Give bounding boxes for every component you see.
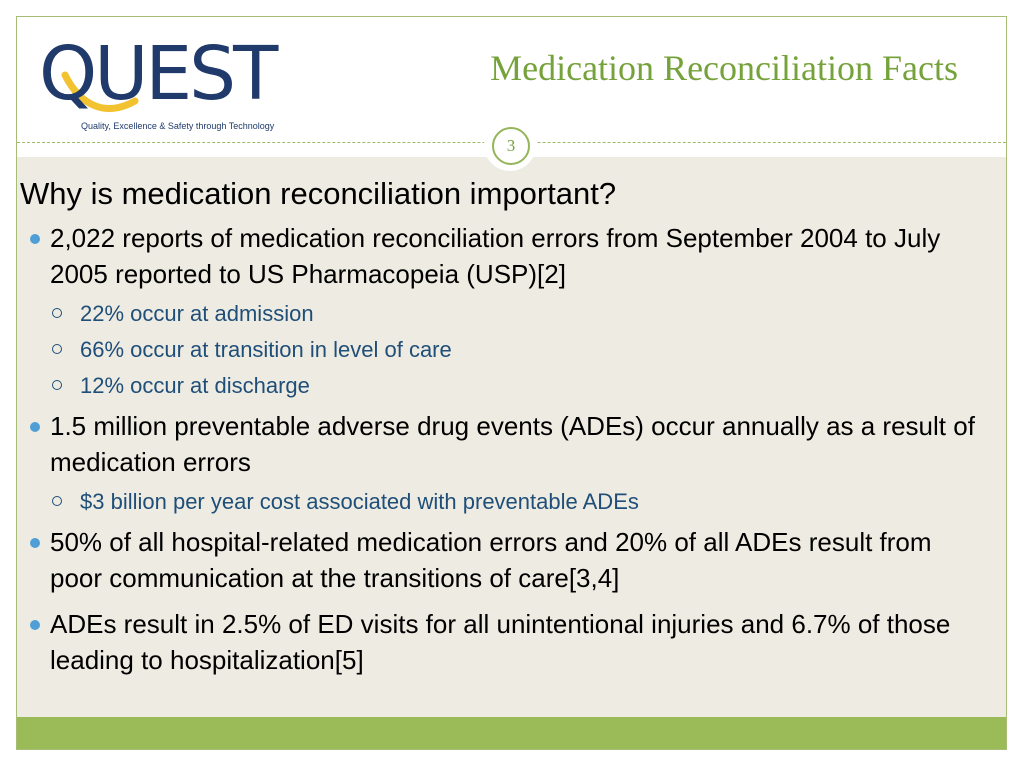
bullet-text: 1.5 million preventable adverse drug eve… bbox=[50, 411, 975, 477]
slide: QUEST Quality, Excellence & Safety throu… bbox=[16, 16, 1007, 750]
sub-bullet-text: 66% occur at transition in level of care bbox=[80, 337, 452, 362]
sub-bullet-item: 12% occur at discharge bbox=[20, 368, 980, 404]
sub-bullet-text: 22% occur at admission bbox=[80, 301, 314, 326]
bullet-text: ADEs result in 2.5% of ED visits for all… bbox=[50, 609, 951, 675]
hollow-circle-icon bbox=[52, 380, 62, 390]
bullet-dot-icon bbox=[30, 620, 40, 630]
slide-content: Why is medication reconciliation importa… bbox=[20, 168, 980, 682]
bullet-dot-icon bbox=[30, 422, 40, 432]
sub-bullet-item: $3 billion per year cost associated with… bbox=[20, 484, 980, 520]
sub-bullet-item: 22% occur at admission bbox=[20, 296, 980, 332]
hollow-circle-icon bbox=[52, 496, 62, 506]
bullet-dot-icon bbox=[30, 538, 40, 548]
logo-swoosh-icon bbox=[61, 71, 139, 112]
bullet-item: 2,022 reports of medication reconciliati… bbox=[20, 220, 980, 292]
bullet-item: 1.5 million preventable adverse drug eve… bbox=[20, 408, 980, 480]
content-background bbox=[17, 157, 1006, 717]
hollow-circle-icon bbox=[52, 308, 62, 318]
hollow-circle-icon bbox=[52, 344, 62, 354]
slide-title: Medication Reconciliation Facts bbox=[490, 48, 958, 88]
sub-bullet-text: $3 billion per year cost associated with… bbox=[80, 489, 639, 514]
logo-tagline: Quality, Excellence & Safety through Tec… bbox=[81, 121, 275, 131]
page-number: 3 bbox=[492, 127, 530, 165]
bullet-dot-icon bbox=[30, 234, 40, 244]
footer-bar bbox=[17, 717, 1006, 749]
question-heading: Why is medication reconciliation importa… bbox=[20, 176, 617, 211]
bullet-item: ADEs result in 2.5% of ED visits for all… bbox=[20, 606, 980, 678]
bullet-text: 2,022 reports of medication reconciliati… bbox=[50, 223, 941, 289]
sub-bullet-text: 12% occur at discharge bbox=[80, 373, 310, 398]
bullet-text: 50% of all hospital-related medication e… bbox=[50, 527, 932, 593]
logo-wordmark: QUEST bbox=[39, 31, 278, 117]
sub-bullet-item: 66% occur at transition in level of care bbox=[20, 332, 980, 368]
page-number-badge: 3 bbox=[484, 119, 536, 171]
bullet-item: 50% of all hospital-related medication e… bbox=[20, 524, 980, 596]
quest-logo: QUEST Quality, Excellence & Safety throu… bbox=[39, 27, 339, 139]
